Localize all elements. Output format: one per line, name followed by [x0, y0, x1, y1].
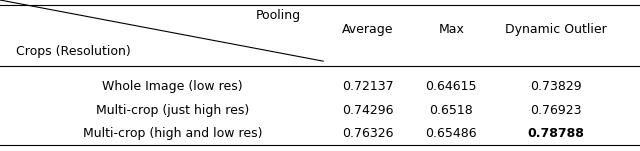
Text: Multi-crop (high and low res): Multi-crop (high and low res) [83, 127, 262, 140]
Text: 0.6518: 0.6518 [429, 104, 473, 117]
Text: 0.74296: 0.74296 [342, 104, 394, 117]
Text: 0.78788: 0.78788 [527, 127, 584, 140]
Text: Dynamic Outlier: Dynamic Outlier [505, 22, 606, 36]
Text: Whole Image (low res): Whole Image (low res) [102, 80, 243, 93]
Text: Multi-crop (just high res): Multi-crop (just high res) [96, 104, 250, 117]
Text: Max: Max [438, 22, 464, 36]
Text: 0.73829: 0.73829 [530, 80, 581, 93]
Text: Pooling: Pooling [256, 9, 301, 22]
Text: 0.76923: 0.76923 [530, 104, 581, 117]
Text: 0.76326: 0.76326 [342, 127, 394, 140]
Text: Crops (Resolution): Crops (Resolution) [16, 45, 131, 58]
Text: Average: Average [342, 22, 394, 36]
Text: 0.72137: 0.72137 [342, 80, 394, 93]
Text: 0.64615: 0.64615 [426, 80, 477, 93]
Text: 0.65486: 0.65486 [426, 127, 477, 140]
